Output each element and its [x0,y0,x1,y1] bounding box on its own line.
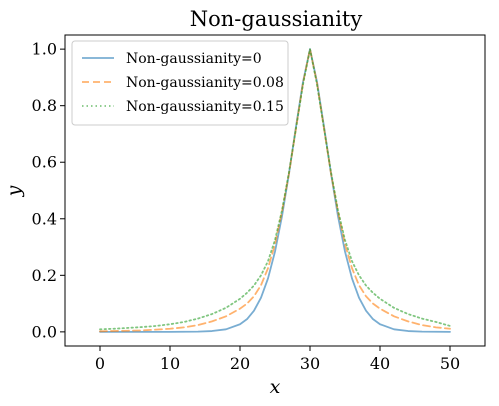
series-line-3 [99,48,451,331]
y-axis-label: y [3,185,25,197]
x-tick-label: 0 [95,354,105,373]
y-tick-label: 0.2 [32,266,57,285]
y-tick-label: 0.0 [32,322,57,341]
x-axis-label: x [270,376,281,398]
legend-box [71,40,289,126]
legend-label-1: Non-gaussianity=0 [126,51,262,67]
x-tick-label: 30 [300,354,320,373]
legend: Non-gaussianity=0 Non-gaussianity=0.08 Non… [71,40,289,126]
plot-frame [64,34,486,347]
y-tick-label: 1.0 [32,40,57,59]
y-tick-label: 0.8 [32,96,57,115]
y-tick-label: 0.4 [32,209,57,228]
x-tick-label: 20 [230,354,250,373]
legend-label-2: Non-gaussianity=0.08 [126,75,284,91]
x-tick-label: 50 [440,354,460,373]
x-tick-label: 10 [160,354,180,373]
y-tick-label: 0.6 [32,153,57,172]
chart-title: Non-gaussianity [190,7,363,31]
legend-label-3: Non-gaussianity=0.15 [126,99,284,115]
x-tick-label: 40 [370,354,390,373]
